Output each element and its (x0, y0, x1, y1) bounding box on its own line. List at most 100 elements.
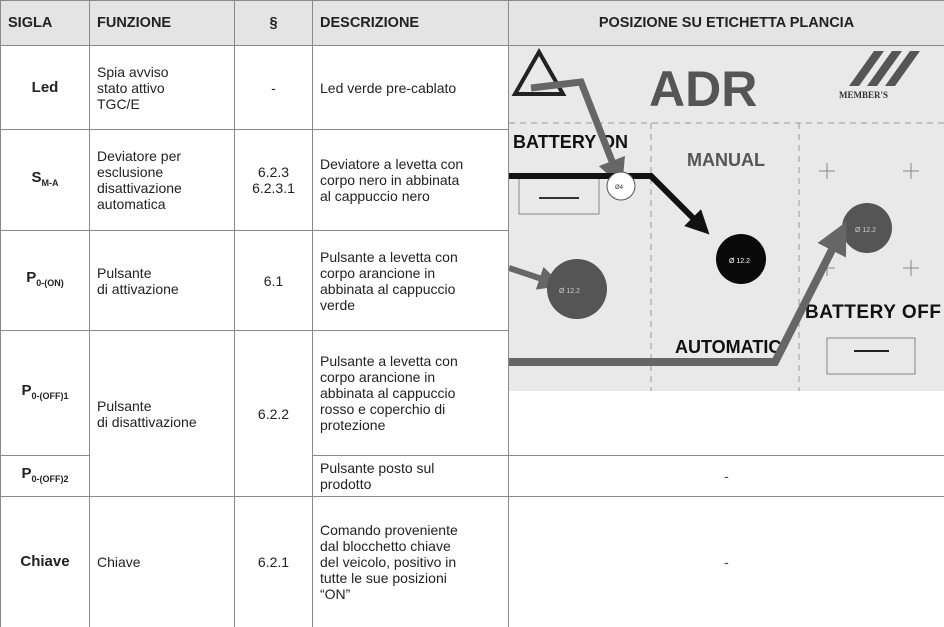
paragrafo-cell: 6.2.3 6.2.3.1 (234, 129, 313, 231)
funzione: di disattivazione (97, 413, 197, 430)
descrizione-cell: Pulsante posto sul prodotto (312, 455, 509, 497)
descrizione: abbinata al cappuccio (320, 385, 456, 401)
descrizione-cell: Pulsante a levetta con corpo arancione in… (312, 330, 509, 456)
funzione: Pulsante (97, 264, 152, 281)
paragrafo-cell: 6.2.1 (234, 496, 313, 627)
automatic: AUTOMATIC (675, 337, 781, 357)
descrizione: prodotto (320, 476, 372, 492)
row: P0-(OFF)2 Pulsante posto sul prodotto - (0, 455, 944, 497)
funzione: Pulsante (97, 397, 152, 414)
paragrafo: 6.2.3.1 (252, 180, 295, 196)
row: Led Spia avviso stato attivo TGC/E - Led verd… (0, 45, 944, 456)
header-text: POSIZIONE SU ETICHETTA PLANCIA (598, 15, 855, 31)
descrizione: Pulsante a levetta con (320, 353, 458, 369)
header-text: DESCRIZIONE (320, 15, 420, 31)
arrow (530, 78, 625, 188)
header-cell: DESCRIZIONE (312, 0, 509, 46)
row: Chiave Chiave 6.2.1 Comando proveniente dal … (0, 496, 944, 627)
sigla: P (21, 464, 32, 482)
funzione-cell: Spia avviso stato attivo TGC/E (89, 45, 235, 130)
hole-label: Ø4 (615, 185, 624, 191)
hole-label: Ø 12.2 (729, 258, 750, 265)
manual: MANUAL (687, 150, 765, 170)
descrizione: verde (320, 296, 356, 313)
battery-off: BATTERY OFF (805, 302, 941, 323)
header-text: SIGLA (8, 15, 53, 31)
header-text: FUNZIONE (97, 15, 172, 31)
hole (716, 234, 766, 284)
descrizione: “ON” (320, 586, 351, 602)
header-cell: FUNZIONE (89, 0, 235, 46)
funzione: TGC/E (97, 95, 140, 112)
sigla-cell: P0-(OFF)1 (0, 330, 90, 456)
header-cell: POSIZIONE SU ETICHETTA PLANCIA (508, 0, 944, 46)
hole (842, 203, 892, 253)
header-text: § (269, 15, 278, 31)
logo-stripes (849, 51, 920, 86)
arrow (509, 265, 563, 290)
sigla: Led (31, 78, 59, 96)
sigla: P (21, 381, 32, 399)
sigla: Chiave (20, 553, 70, 570)
sigla: S (31, 168, 42, 186)
funzione: automatica (97, 196, 166, 212)
paragrafo: 6.2.2 (257, 405, 290, 422)
funzione: Chiave (97, 554, 141, 570)
descrizione: al cappuccio nero (320, 188, 430, 204)
row: P0-(OFF)1 Pulsante di disattivazione 6.2.2 P… (0, 330, 944, 497)
descrizione-cell: Deviatore a levetta con corpo nero in abb… (312, 129, 509, 231)
funzione-cell: Pulsante di attivazione (89, 230, 235, 331)
hole (547, 259, 607, 319)
descrizione: protezione (320, 417, 386, 433)
header-row: SIGLA FUNZIONE § DESCRIZIONE POSIZIONE SU ET… (0, 0, 944, 46)
cross (819, 163, 835, 179)
header-cell: SIGLA (0, 0, 90, 46)
sigla-cell: P0-(ON) (0, 230, 90, 331)
descrizione: Pulsante posto sul (320, 460, 435, 476)
descrizione: del veicolo, positivo in (320, 554, 457, 570)
descrizione: tutte le sue posizioni (320, 570, 447, 586)
hole-label: Ø 12.2 (855, 227, 876, 234)
paragrafo-cell: 6.2.2 (234, 330, 313, 497)
funzione: Deviatore per (97, 148, 182, 164)
descrizione: Pulsante a levetta con (320, 248, 458, 265)
funzione: stato attivo (97, 79, 165, 96)
diagram-title: ADR (649, 61, 757, 117)
funzione-cell: Chiave (89, 496, 235, 627)
sigla-sub: M-A (41, 177, 59, 188)
sigla-cell: P0-(OFF)2 (0, 455, 90, 497)
arrow (509, 221, 847, 366)
posizione: - (724, 554, 729, 570)
sigla-cell: Led (0, 45, 90, 130)
sigla-cell: SM-A (0, 129, 90, 231)
sigla-sub: 0-(OFF)2 (31, 473, 69, 484)
sigla-sub: 0-(ON) (36, 278, 64, 288)
cross (903, 163, 919, 179)
paragrafo: - (271, 79, 276, 96)
paragrafo-cell: 6.1 (234, 230, 313, 331)
row: P0-(ON) Pulsante di attivazione 6.1 Pulsante… (0, 230, 944, 331)
descrizione-cell: Pulsante a levetta con corpo arancione in… (312, 230, 509, 331)
funzione-cell: Deviatore per esclusione disattivazione aut… (89, 129, 235, 231)
funzione-cell: Pulsante di disattivazione (89, 330, 235, 497)
paragrafo: 6.1 (263, 272, 284, 289)
posizione-cell: ADR MEMBER'S BATTERY ON MANUAL Ø4 Ø 12.2 Ø 12.… (508, 45, 944, 456)
paragrafo-cell: - (234, 45, 313, 130)
descrizione: corpo nero in abbinata (320, 172, 460, 188)
descrizione: dal blocchetto chiave (320, 538, 451, 554)
row: SM-A Deviatore per esclusione disattivazion… (0, 129, 944, 231)
header-cell: § (234, 0, 313, 46)
descrizione-cell: Comando proveniente dal blocchetto chiave… (312, 496, 509, 627)
sigla-sub: 0-(OFF)1 (31, 390, 69, 401)
funzione: disattivazione (97, 180, 182, 196)
posizione-cell: - (508, 455, 944, 497)
battery-symbol (826, 337, 916, 375)
funzione: esclusione (97, 164, 164, 180)
posizione: - (724, 468, 729, 484)
sigla: P (26, 269, 37, 286)
descrizione: corpo arancione in (320, 369, 436, 385)
funzione: Spia avviso (97, 63, 169, 80)
descrizione: Led verde pre-cablato (320, 79, 457, 96)
sigla-cell: Chiave (0, 496, 90, 627)
